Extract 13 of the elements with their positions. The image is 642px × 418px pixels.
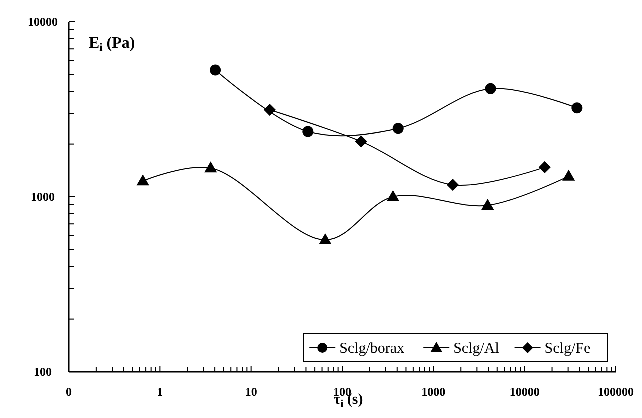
x-tick-label: 10000 bbox=[510, 385, 540, 399]
legend-label: Sclg/Fe bbox=[544, 341, 591, 357]
x-tick-label: 1000 bbox=[422, 385, 446, 399]
x-tick-label: 1 bbox=[157, 385, 164, 399]
x-tick-label: 0 bbox=[66, 385, 72, 399]
x-tick-label: 100000 bbox=[598, 385, 634, 399]
y-tick-label: 100 bbox=[34, 365, 52, 379]
y-tick-label: 1000 bbox=[31, 190, 55, 204]
legend-label: Sclg/borax bbox=[340, 341, 406, 357]
y-axis-title: E$_{i}$ (Pa) bbox=[89, 35, 136, 54]
legend-label: Sclg/Al bbox=[454, 341, 500, 357]
x-tick-label: 10 bbox=[245, 385, 258, 399]
y-tick-label: 10000 bbox=[28, 15, 58, 29]
